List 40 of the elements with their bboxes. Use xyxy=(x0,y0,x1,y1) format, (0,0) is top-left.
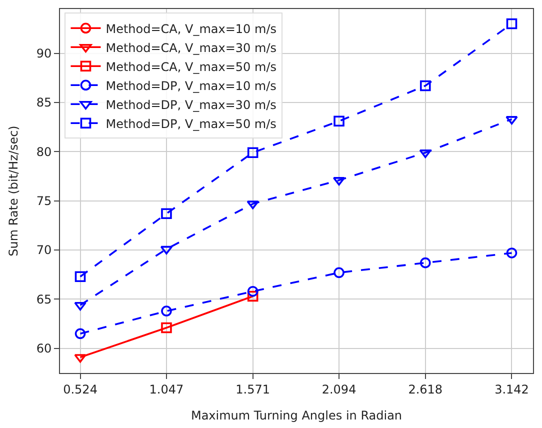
point xyxy=(506,248,518,258)
point xyxy=(247,286,258,297)
point xyxy=(247,290,258,302)
legend-label: Method=DP, V_max=50 m/s xyxy=(106,116,276,131)
y-tick-label: 60 xyxy=(36,342,52,356)
point xyxy=(506,18,518,30)
x-tick-label: 1.571 xyxy=(236,382,270,396)
y-axis-title: Sum Rate (bit/Hz/sec) xyxy=(6,126,21,256)
y-tick-label: 65 xyxy=(36,292,52,306)
point xyxy=(161,306,172,316)
y-tick-label: 70 xyxy=(36,243,52,258)
y-tick-label: 75 xyxy=(36,194,52,208)
legend-label: Method=DP, V_max=30 m/s xyxy=(106,98,276,112)
legend-label: Method=CA, V_max=10 m/s xyxy=(106,22,276,36)
y-tick-label: 80 xyxy=(36,144,52,159)
x-tick-label: 2.618 xyxy=(408,382,443,396)
x-tick-label: 3.142 xyxy=(494,382,529,396)
legend-label: Method=CA, V_max=50 m/s xyxy=(106,60,276,74)
point xyxy=(420,257,431,268)
point xyxy=(247,147,258,158)
point xyxy=(419,149,432,158)
point xyxy=(74,354,86,363)
point xyxy=(334,116,344,127)
point xyxy=(246,200,259,210)
point xyxy=(506,116,518,125)
legend-label: Method=DP, V_max=10 m/s xyxy=(106,78,276,93)
point xyxy=(74,302,86,311)
x-tick-label: 2.094 xyxy=(322,382,356,396)
point xyxy=(420,80,431,92)
point xyxy=(74,271,86,282)
x-tick-label: 1.047 xyxy=(149,382,184,396)
x-axis-title: Maximum Turning Angles in Radian xyxy=(190,408,402,422)
x-tick-label: 0.524 xyxy=(63,382,98,396)
legend-label: Method=CA, V_max=30 m/s xyxy=(106,40,276,55)
y-tick-label: 85 xyxy=(36,96,52,110)
point xyxy=(161,322,172,334)
y-tick-label: 90 xyxy=(36,46,52,60)
point xyxy=(74,328,86,340)
point xyxy=(334,267,344,278)
point xyxy=(161,208,172,220)
